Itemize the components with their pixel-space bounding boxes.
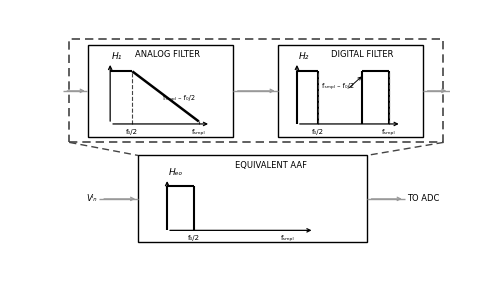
Bar [88,45,233,137]
Bar [70,39,444,142]
Text: fₛₘₚₗ: fₛₘₚₗ [192,129,205,135]
Text: fₛₘₚₗ: fₛₘₚₗ [281,235,294,241]
Bar [278,45,423,137]
Text: Hₑₒ: Hₑₒ [168,168,183,177]
Text: ANALOG FILTER: ANALOG FILTER [135,50,200,59]
Text: f₀/2: f₀/2 [188,235,200,241]
Text: EQUIVALENT AAF: EQUIVALENT AAF [234,161,306,170]
Text: f₀/2: f₀/2 [126,129,138,135]
Text: fₛₘₚₗ – f₀/2: fₛₘₚₗ – f₀/2 [162,95,194,101]
Text: Vᴵₙ: Vᴵₙ [87,194,98,203]
Text: H₁: H₁ [112,52,122,61]
Text: H₂: H₂ [298,52,309,61]
Text: TO ADC: TO ADC [408,194,440,203]
Text: fₛₘₚₗ: fₛₘₚₗ [382,129,396,135]
Bar [138,155,366,242]
Text: f₀/2: f₀/2 [312,129,324,135]
Text: DIGITAL FILTER: DIGITAL FILTER [330,50,393,59]
Text: fₛₘₚₗ – f₀/2: fₛₘₚₗ – f₀/2 [322,83,354,89]
